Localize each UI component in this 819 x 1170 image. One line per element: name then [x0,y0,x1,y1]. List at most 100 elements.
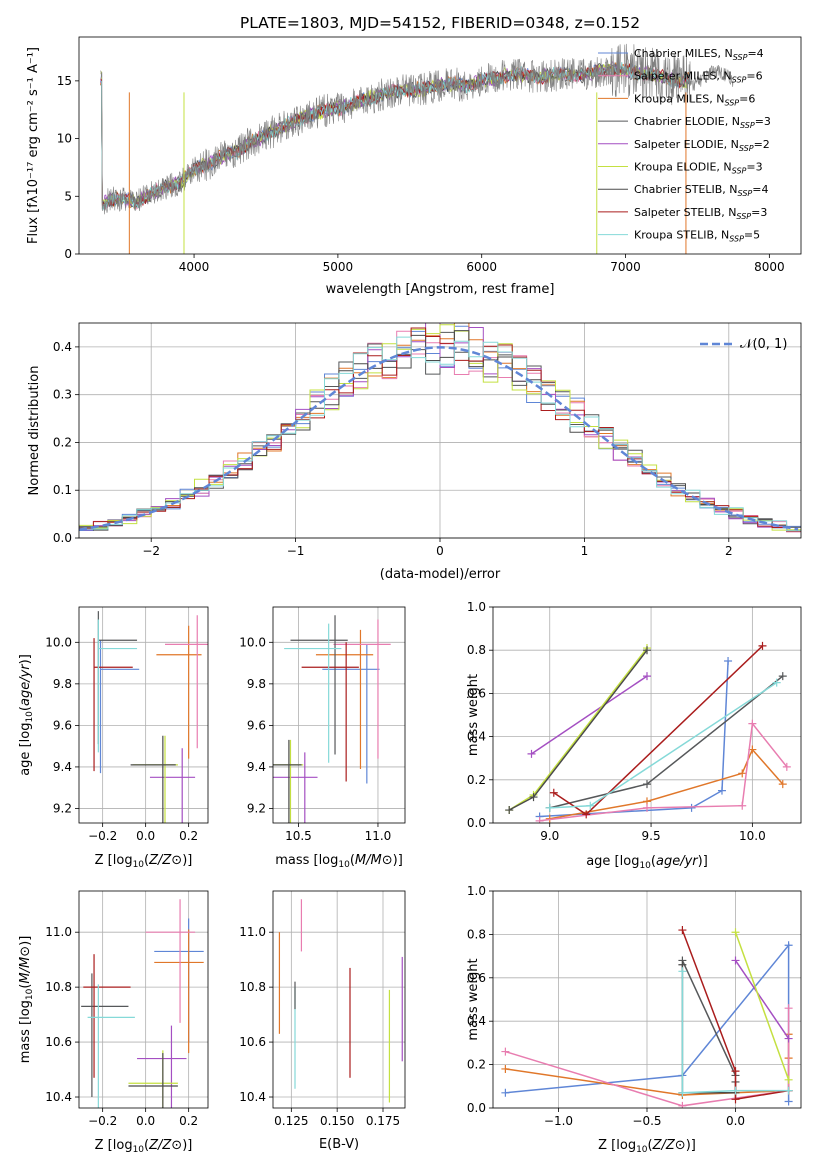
y-tick-label: 9.8 [247,677,266,691]
y-tick-label: 0.0 [467,816,486,830]
x-tick-label: −1.0 [544,1114,573,1128]
weight-marker [586,801,595,810]
axes-frame [272,890,406,1109]
y-axis-label: Flux [fλ10⁻¹⁷ erg cm⁻² s⁻¹ A⁻¹] [26,47,41,244]
y-tick-label: 0.0 [467,1101,486,1115]
y-tick-label: 0.8 [467,927,486,941]
legend-entry-label: Kroupa ELODIE, NSSP=3 [634,161,763,176]
weight-series-line [734,931,790,1081]
y-tick-label: 9.6 [53,718,72,732]
legend-entry-label: 𝒩(0, 1) [740,337,787,352]
y-axis-label: mass weight [466,958,481,1040]
weight-series-line [681,929,789,1101]
weight-marker [717,786,726,795]
legend-entry-label: Chabrier MILES, NSSP=4 [634,47,764,62]
weight-marker [731,1086,740,1095]
y-tick-label: 9.4 [53,760,72,774]
legend-entry-label: Salpeter MILES, NSSP=6 [634,70,763,85]
y-tick-label: 0.2 [53,435,72,449]
metallicity-age-panel: −0.2 0.0 0.2 9.2 9.4 9.6 9.8 10.0 Z [log10(Z/Z⊙)… [18,606,209,870]
x-tick-label: 0.0 [136,829,155,843]
weight-series-line [681,964,737,1094]
weight-marker [731,928,740,937]
weight-marker [549,788,558,797]
figure-title: PLATE=1803, MJD=54152, FIBERID=0348, z=0… [240,14,640,32]
weight-marker [731,1095,740,1104]
y-tick-label: 0.2 [467,1058,486,1072]
x-tick-label: 0.0 [726,1114,745,1128]
weight-marker [501,1088,510,1097]
y-tick-label: 9.2 [247,801,266,815]
weight-marker [678,1088,687,1097]
x-tick-label: 0.150 [320,1114,354,1128]
y-tick-label: 10.4 [239,1090,266,1104]
x-tick-label: −2 [142,544,160,558]
y-tick-label: 15 [57,74,72,88]
model-spectrum-line [100,61,691,209]
x-tick-label: 7000 [610,260,641,274]
y-tick-label: 10.6 [239,1035,266,1049]
weight-marker [772,678,781,687]
y-tick-label: 0 [64,247,72,261]
spectrum-panel: 4000 5000 6000 7000 8000 0 5 10 15 Chabrier MILES… [26,36,802,297]
weight-marker [731,1067,740,1076]
y-tick-label: 10.0 [45,635,72,649]
x-tick-label: 1 [581,544,589,558]
legend-entry-label: Kroupa MILES, NSSP=6 [634,92,755,107]
x-axis-label: Z [log10(Z/Z⊙)] [95,853,193,870]
legend-entry-label: Chabrier STELIB, NSSP=4 [634,183,768,198]
y-tick-label: 0.8 [467,643,486,657]
y-tick-label: 0.1 [53,483,72,497]
y-tick-label: 0.3 [53,388,72,402]
weight-series-line [734,959,790,1040]
x-axis-label: wavelength [Angstrom, rest frame] [326,282,555,297]
data-points [81,899,204,1108]
x-axis-label: Z [log10(Z/Z⊙)] [598,1138,696,1155]
legend-entry-label: Salpeter STELIB, NSSP=3 [634,206,767,221]
weight-marker [527,749,536,758]
data-points [93,611,208,823]
model-spectrum-line [100,62,691,209]
observed-spectrum-line [100,43,734,215]
weight-marker [758,641,767,650]
weight-marker [738,769,747,778]
x-tick-label: 10.0 [739,829,766,843]
age-weight-panel: 9.0 9.5 10.0 0.0 0.2 0.4 0.6 0.8 1.0 mass weight a… [466,600,802,871]
data-series [501,926,793,1108]
weight-marker [687,803,696,812]
weight-marker [535,816,544,823]
weight-series-line [681,960,737,1076]
y-tick-label: 10.4 [45,1090,72,1104]
weight-marker [748,719,757,728]
weight-marker [738,801,747,810]
axes-frame [492,606,802,824]
y-tick-label: 9.6 [247,718,266,732]
y-tick-label: 1.0 [467,884,486,898]
x-tick-label: 6000 [466,260,497,274]
x-axis-label: (data-model)/error [380,567,501,582]
axes-frame [78,322,802,539]
legend-entry-label: Salpeter ELODIE, NSSP=2 [634,138,770,153]
x-tick-label: 0.0 [136,1114,155,1128]
x-axis-label: E(B-V) [319,1137,359,1152]
x-tick-label: 0.125 [274,1114,308,1128]
y-tick-label: 5 [64,189,72,203]
y-tick-label: 1.0 [467,600,486,614]
x-tick-label: 5000 [323,260,354,274]
x-tick-label: 11.0 [365,829,392,843]
y-axis-label: Normed distribution [27,366,42,496]
gridlines [493,890,801,1109]
ebv-mass-panel: 0.125 0.150 0.175 10.4 10.6 10.8 11.0 E(B-V) [239,890,406,1152]
weight-marker [784,1004,793,1013]
x-tick-label: 0 [436,544,444,558]
spectrum-lines [100,43,734,254]
model-spectrum-line [100,62,691,211]
weight-marker [778,672,787,681]
x-tick-label: 4000 [179,260,210,274]
x-tick-label: 8000 [754,260,785,274]
axes-frame [78,890,209,1109]
x-tick-label: 10.5 [285,829,312,843]
model-spectrum-line [100,63,691,210]
y-tick-label: 10 [57,132,72,146]
data-points [273,615,391,823]
